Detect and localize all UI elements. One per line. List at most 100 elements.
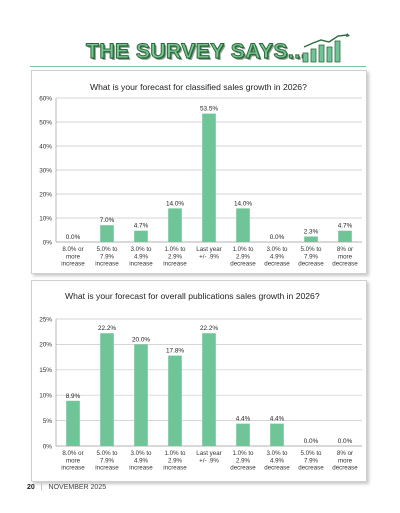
issue-date: NOVEMBER 2025 xyxy=(48,484,107,491)
y-tick-label: 0% xyxy=(43,443,53,450)
chart-title: What is your forecast for overall public… xyxy=(65,291,320,301)
data-label: 14.0% xyxy=(234,200,252,207)
bar xyxy=(100,225,114,242)
data-label: 8.9% xyxy=(66,393,81,400)
publications-sales-chart-panel: What is your forecast for overall public… xyxy=(31,280,367,482)
bar xyxy=(202,113,216,242)
data-label: 7.0% xyxy=(100,217,115,224)
bar xyxy=(66,400,80,446)
x-tick-label: more xyxy=(66,457,81,464)
x-tick-label: 1.0% to xyxy=(165,246,187,253)
x-tick-label: 5.0% to xyxy=(97,450,119,457)
x-tick-label: decrease xyxy=(264,465,290,472)
classified-sales-chart: What is your forecast for classified sal… xyxy=(39,82,362,268)
x-tick-label: 7.9% xyxy=(304,457,319,464)
x-tick-label: 7.9% xyxy=(100,253,115,260)
x-tick-label: 2.9% xyxy=(168,457,183,464)
x-tick-label: 4.9% xyxy=(270,457,285,464)
data-label: 22.2% xyxy=(200,325,218,332)
bar xyxy=(270,423,284,446)
y-tick-label: 20% xyxy=(39,342,52,349)
bar xyxy=(100,333,114,446)
bar xyxy=(168,355,182,446)
x-tick-label: 5.0% to xyxy=(301,450,323,457)
bar xyxy=(338,230,352,242)
page-footer: 20 | NOVEMBER 2025 xyxy=(27,484,106,491)
data-label: 17.8% xyxy=(166,348,184,355)
y-tick-label: 10% xyxy=(39,393,52,400)
header-divider xyxy=(30,66,366,67)
y-tick-label: 30% xyxy=(39,167,52,174)
x-tick-label: 5.0% to xyxy=(301,246,323,253)
x-tick-label: increase xyxy=(95,465,119,472)
data-label: 4.4% xyxy=(236,416,251,423)
y-tick-label: 50% xyxy=(39,119,52,126)
bar xyxy=(236,208,250,242)
publications-sales-chart: What is your forecast for overall public… xyxy=(39,291,362,472)
y-tick-label: 15% xyxy=(39,367,52,374)
x-tick-label: more xyxy=(66,253,81,260)
x-tick-label: Last year xyxy=(196,246,221,253)
bar xyxy=(134,230,148,242)
x-tick-label: increase xyxy=(61,261,85,268)
bar xyxy=(202,333,216,446)
x-tick-label: increase xyxy=(163,261,187,268)
x-tick-label: increase xyxy=(61,465,85,472)
classified-sales-chart-panel: What is your forecast for classified sal… xyxy=(31,70,367,274)
data-label: 4.7% xyxy=(338,223,353,230)
page-number: 20 xyxy=(27,484,35,491)
x-tick-label: decrease xyxy=(230,465,256,472)
footer-separator: | xyxy=(40,484,43,491)
x-tick-label: 4.9% xyxy=(134,253,149,260)
x-tick-label: decrease xyxy=(332,465,358,472)
bar xyxy=(134,344,148,446)
x-tick-label: 8.0% or xyxy=(62,246,83,253)
x-tick-label: 4.9% xyxy=(270,253,285,260)
x-tick-label: decrease xyxy=(230,261,256,268)
y-tick-label: 40% xyxy=(39,143,52,150)
x-tick-label: 7.9% xyxy=(304,253,319,260)
x-tick-label: Last year xyxy=(196,450,221,457)
x-tick-label: 8% or xyxy=(337,246,353,253)
y-tick-label: 0% xyxy=(43,239,53,246)
data-label: 53.5% xyxy=(200,106,218,113)
x-tick-label: 8% or xyxy=(337,450,353,457)
x-tick-label: +/- .9% xyxy=(199,253,219,260)
x-tick-label: 1.0% to xyxy=(233,246,255,253)
x-tick-label: more xyxy=(338,253,353,260)
data-label: 20.0% xyxy=(132,336,150,343)
x-tick-label: 2.9% xyxy=(236,253,251,260)
data-label: 4.4% xyxy=(270,416,285,423)
y-tick-label: 5% xyxy=(43,418,53,425)
x-tick-label: 5.0% to xyxy=(97,246,119,253)
bar xyxy=(236,423,250,446)
x-tick-label: 7.9% xyxy=(100,457,115,464)
x-tick-label: +/- .9% xyxy=(199,457,219,464)
y-tick-label: 60% xyxy=(39,95,52,102)
data-label: 14.0% xyxy=(166,200,184,207)
data-label: 0.0% xyxy=(270,234,285,241)
page-header-title: THE SURVEY SAYS... xyxy=(85,40,308,64)
x-tick-label: increase xyxy=(163,465,187,472)
data-label: 0.0% xyxy=(66,234,81,241)
bar xyxy=(168,208,182,242)
x-tick-label: 4.9% xyxy=(134,457,149,464)
x-tick-label: decrease xyxy=(332,261,358,268)
x-tick-label: decrease xyxy=(264,261,290,268)
bar-chart-trend-icon xyxy=(302,33,350,63)
x-tick-label: 3.0% to xyxy=(131,246,153,253)
bar xyxy=(304,236,318,242)
x-tick-label: decrease xyxy=(298,465,324,472)
x-tick-label: 1.0% to xyxy=(233,450,255,457)
x-tick-label: 2.9% xyxy=(236,457,251,464)
x-tick-label: increase xyxy=(129,261,153,268)
data-label: 0.0% xyxy=(338,438,353,445)
x-tick-label: 8.0% or xyxy=(62,450,83,457)
x-tick-label: 3.0% to xyxy=(267,246,289,253)
x-tick-label: 3.0% to xyxy=(131,450,153,457)
y-tick-label: 10% xyxy=(39,215,52,222)
x-tick-label: 2.9% xyxy=(168,253,183,260)
data-label: 0.0% xyxy=(304,438,319,445)
x-tick-label: more xyxy=(338,457,353,464)
data-label: 4.7% xyxy=(134,223,149,230)
